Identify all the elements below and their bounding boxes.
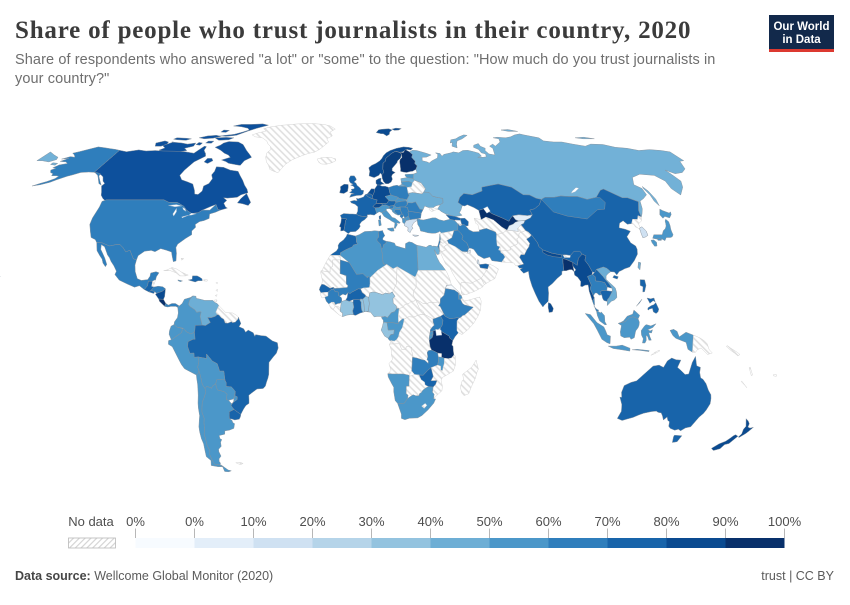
- svg-text:80%: 80%: [653, 514, 679, 529]
- svg-text:50%: 50%: [476, 514, 502, 529]
- svg-text:20%: 20%: [299, 514, 325, 529]
- svg-text:100%: 100%: [768, 514, 802, 529]
- svg-text:70%: 70%: [594, 514, 620, 529]
- svg-text:90%: 90%: [712, 514, 738, 529]
- svg-text:0%: 0%: [126, 514, 145, 529]
- svg-text:10%: 10%: [240, 514, 266, 529]
- svg-text:40%: 40%: [417, 514, 443, 529]
- svg-text:0%: 0%: [185, 514, 204, 529]
- svg-text:No data: No data: [68, 514, 114, 529]
- svg-text:30%: 30%: [358, 514, 384, 529]
- svg-text:60%: 60%: [535, 514, 561, 529]
